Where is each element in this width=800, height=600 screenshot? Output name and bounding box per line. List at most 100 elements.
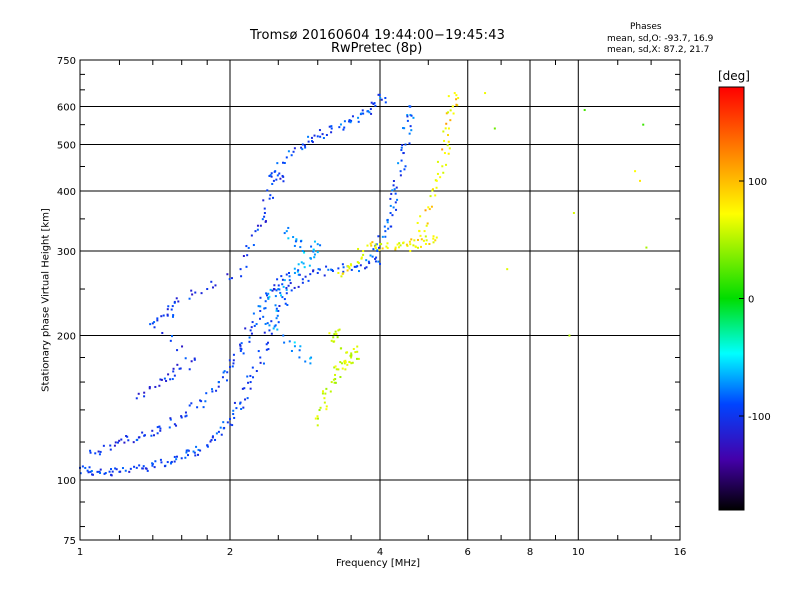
data-point <box>417 238 420 241</box>
data-point <box>352 348 355 351</box>
data-point <box>369 254 372 257</box>
data-point <box>275 178 278 181</box>
data-point <box>257 305 260 308</box>
data-point <box>397 246 400 249</box>
data-point <box>457 97 460 100</box>
data-point <box>358 270 361 273</box>
data-point <box>435 186 438 189</box>
data-point <box>380 98 383 101</box>
data-point <box>104 472 107 475</box>
data-point <box>156 317 159 320</box>
data-point <box>353 265 356 268</box>
data-point <box>275 309 278 312</box>
data-point <box>348 119 351 122</box>
data-point <box>262 199 265 202</box>
data-point <box>362 112 365 115</box>
data-point <box>346 351 349 354</box>
data-point <box>123 441 126 444</box>
data-point <box>98 470 101 473</box>
data-point <box>190 289 193 292</box>
data-point <box>244 327 247 330</box>
data-point <box>163 377 166 380</box>
data-point <box>434 239 437 242</box>
data-point <box>268 324 271 327</box>
data-point <box>418 230 421 233</box>
data-point <box>368 262 371 265</box>
data-point <box>175 458 178 461</box>
data-point <box>356 350 359 353</box>
data-point <box>416 221 419 224</box>
data-point <box>349 121 352 124</box>
data-point <box>383 225 386 228</box>
data-point <box>278 288 281 291</box>
data-point <box>217 381 220 384</box>
data-point <box>506 268 509 271</box>
data-point <box>211 390 214 393</box>
data-point <box>435 236 438 239</box>
data-point <box>268 174 271 177</box>
data-point <box>206 445 209 448</box>
data-point <box>169 417 172 420</box>
data-point <box>94 452 97 455</box>
colorbar-tick-label: 0 <box>748 295 754 306</box>
data-point <box>288 340 291 343</box>
data-point <box>367 110 370 113</box>
data-point <box>307 140 310 143</box>
data-point <box>210 280 213 283</box>
data-point <box>396 243 399 246</box>
y-tick-label: 600 <box>57 103 76 114</box>
data-point <box>299 240 302 243</box>
data-point <box>399 174 402 177</box>
data-point <box>153 326 156 329</box>
data-point <box>634 170 637 173</box>
data-point <box>225 379 228 382</box>
data-point <box>264 300 267 303</box>
data-point <box>181 345 184 348</box>
data-point <box>392 184 395 187</box>
data-point <box>211 388 214 391</box>
data-point <box>173 300 176 303</box>
data-point <box>374 257 377 260</box>
data-point <box>214 284 217 287</box>
data-point <box>197 453 200 456</box>
data-point <box>169 339 172 342</box>
data-point <box>312 269 315 272</box>
data-point <box>309 273 312 276</box>
data-point <box>166 308 169 311</box>
data-point <box>309 257 312 260</box>
data-point <box>81 465 84 468</box>
data-point <box>287 150 290 153</box>
data-point <box>239 343 242 346</box>
data-point <box>348 360 351 363</box>
data-point <box>262 315 265 318</box>
data-point <box>436 160 439 163</box>
data-point <box>242 254 245 257</box>
data-point <box>99 471 102 474</box>
data-point <box>379 262 381 265</box>
data-point <box>266 294 269 297</box>
data-point <box>294 240 297 243</box>
data-point <box>138 464 141 467</box>
data-point <box>355 357 358 360</box>
data-point <box>114 467 117 470</box>
data-point <box>410 114 413 117</box>
data-point <box>338 328 341 331</box>
data-point <box>308 264 311 267</box>
data-point <box>311 141 314 144</box>
data-point <box>184 411 187 414</box>
data-point <box>390 192 393 195</box>
data-point <box>146 469 149 472</box>
data-point <box>293 271 296 274</box>
data-point <box>159 429 162 432</box>
data-point <box>252 312 255 315</box>
data-point <box>284 302 287 305</box>
data-point <box>390 225 393 228</box>
data-point <box>316 251 319 254</box>
y-tick-label: 500 <box>57 141 76 152</box>
data-point <box>431 189 434 192</box>
data-point <box>285 288 288 291</box>
data-point <box>408 240 411 243</box>
data-point <box>370 244 373 247</box>
data-point <box>186 449 189 452</box>
data-point <box>283 298 286 301</box>
